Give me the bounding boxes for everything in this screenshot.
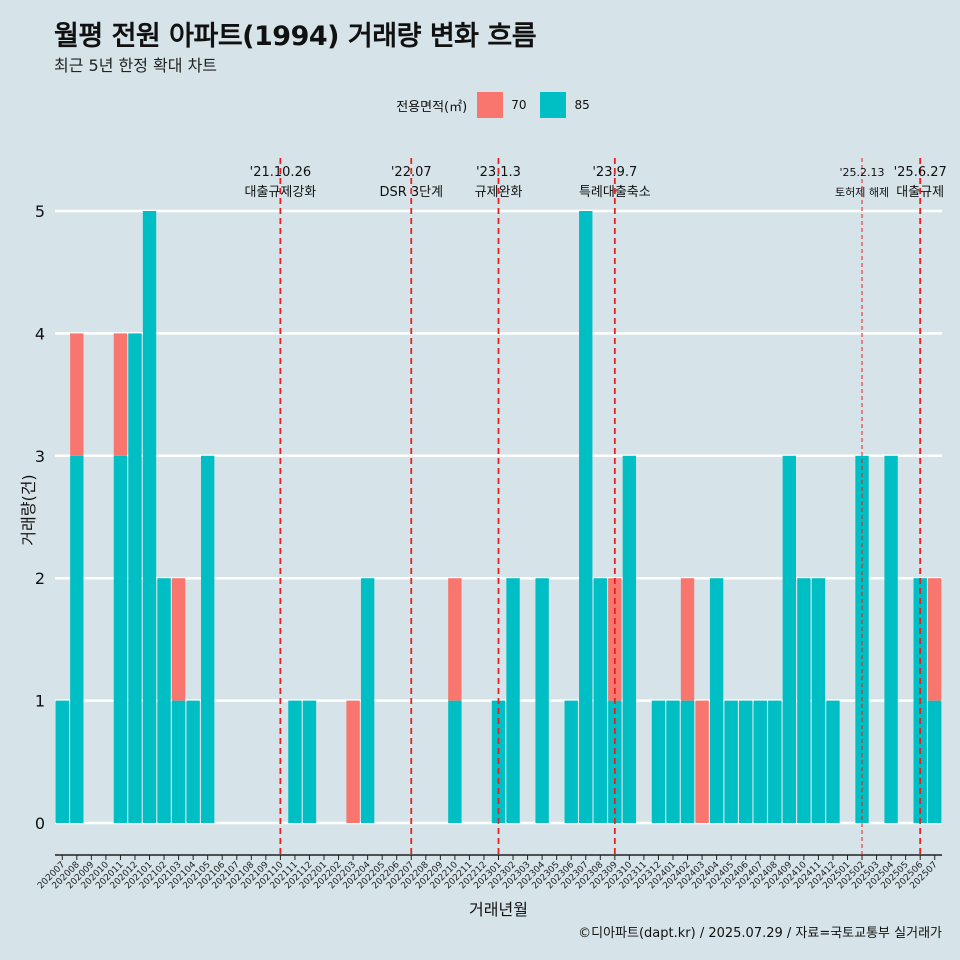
bar-85-202410 xyxy=(797,578,811,823)
bar-85-202007 xyxy=(55,700,69,823)
y-tick-label: 2 xyxy=(35,569,45,588)
y-axis-title: 거래량(건) xyxy=(19,474,38,545)
bar-85-202104 xyxy=(186,700,200,823)
event-date-label: '23.1.3 xyxy=(476,165,521,180)
event-date-label: '22.07 xyxy=(391,165,432,180)
x-axis-title: 거래년월 xyxy=(469,900,528,919)
bar-85-202308 xyxy=(593,578,607,823)
event-name-label: 대출규제 xyxy=(896,185,944,200)
event-name-label: 대출규제강화 xyxy=(245,185,317,200)
bar-70-202210 xyxy=(448,578,462,701)
bar-85-202504 xyxy=(884,455,898,823)
bar-70-202203 xyxy=(346,700,360,823)
bar-70-202103 xyxy=(171,578,186,701)
event-date-label: '25.6.27 xyxy=(894,165,947,180)
bar-85-202312 xyxy=(651,700,666,823)
legend-swatch-85 xyxy=(540,92,567,118)
bar-85-202409 xyxy=(782,455,797,823)
event-date-label: '25.2.13 xyxy=(840,166,885,179)
bar-85-202204 xyxy=(360,578,375,823)
legend-title: 전용면적(㎡) xyxy=(396,99,468,115)
y-tick-label: 5 xyxy=(35,202,45,221)
event-name-label: 특례대출축소 xyxy=(579,185,651,200)
bar-85-202105 xyxy=(200,455,215,823)
bar-85-202307 xyxy=(579,211,593,823)
event-date-label: '23.9.7 xyxy=(592,165,637,180)
bar-85-202111 xyxy=(288,700,302,823)
bar-85-202412 xyxy=(826,700,840,823)
bar-85-202407 xyxy=(753,700,767,823)
bar-70-202011 xyxy=(113,333,128,456)
bar-85-202012 xyxy=(128,333,142,823)
bar-85-202310 xyxy=(622,455,637,823)
chart-subtitle: 최근 5년 한정 확대 차트 xyxy=(54,56,218,75)
legend-item-85: 85 xyxy=(540,92,590,118)
legend-item-70: 70 xyxy=(477,92,526,118)
event-name-label: 토허제 해제 xyxy=(835,185,889,199)
bar-85-202102 xyxy=(157,578,171,823)
bar-85-202304 xyxy=(535,578,549,823)
y-tick-label: 1 xyxy=(35,692,45,711)
bar-85-202406 xyxy=(739,700,753,823)
bar-85-202507 xyxy=(928,700,942,823)
y-tick-label: 3 xyxy=(35,447,45,466)
event-name-label: DSR 3단계 xyxy=(379,185,443,200)
bar-85-202408 xyxy=(768,700,782,823)
y-tick-label: 0 xyxy=(35,814,45,833)
chart-title: 월평 전원 아파트(1994) 거래량 변화 흐름 xyxy=(54,21,537,52)
bar-85-202401 xyxy=(666,700,680,823)
bar-85-202306 xyxy=(564,700,578,823)
bar-85-202302 xyxy=(506,578,520,823)
bar-85-202404 xyxy=(709,578,724,823)
event-name-label: 규제완화 xyxy=(475,185,523,200)
legend-label-70: 70 xyxy=(511,98,527,112)
bar-85-202411 xyxy=(811,578,826,823)
bar-85-202402 xyxy=(680,700,695,823)
bar-70-202403 xyxy=(695,700,709,823)
bar-70-202008 xyxy=(70,333,84,456)
y-tick-label: 4 xyxy=(35,324,45,343)
bar-85-202112 xyxy=(302,700,317,823)
source-caption: ©디아파트(dapt.kr) / 2025.07.29 / 자료=국토교통부 실… xyxy=(578,926,942,941)
bar-70-202402 xyxy=(680,578,695,701)
bar-85-202103 xyxy=(171,700,186,823)
legend-swatch-70 xyxy=(477,92,504,118)
bar-85-202008 xyxy=(70,455,84,823)
bar-70-202507 xyxy=(928,578,942,701)
legend: 전용면적(㎡) 70 85 xyxy=(0,92,960,118)
legend-label-85: 85 xyxy=(574,98,590,112)
bar-85-202210 xyxy=(448,700,462,823)
bar-85-202502 xyxy=(855,455,869,823)
event-date-label: '21.10.26 xyxy=(250,165,311,180)
bar-85-202405 xyxy=(724,700,738,823)
bar-85-202011 xyxy=(113,455,128,823)
bar-85-202101 xyxy=(142,211,157,823)
